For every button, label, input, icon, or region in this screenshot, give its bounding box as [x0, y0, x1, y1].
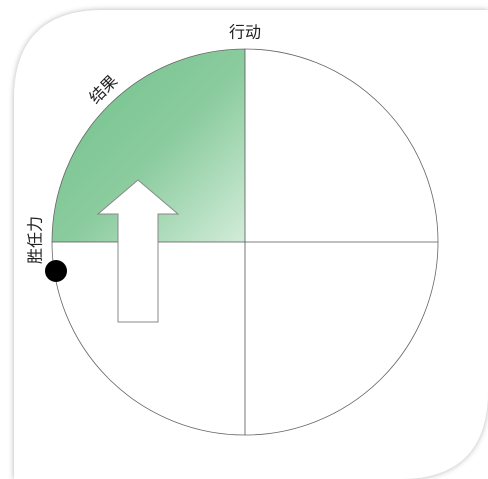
arrow	[96, 179, 180, 323]
quadrant-fill	[52, 49, 245, 242]
left-label: 胜任力	[26, 216, 45, 264]
marker-dot	[45, 260, 67, 282]
card	[14, 10, 488, 479]
top-label: 行动	[229, 23, 261, 42]
